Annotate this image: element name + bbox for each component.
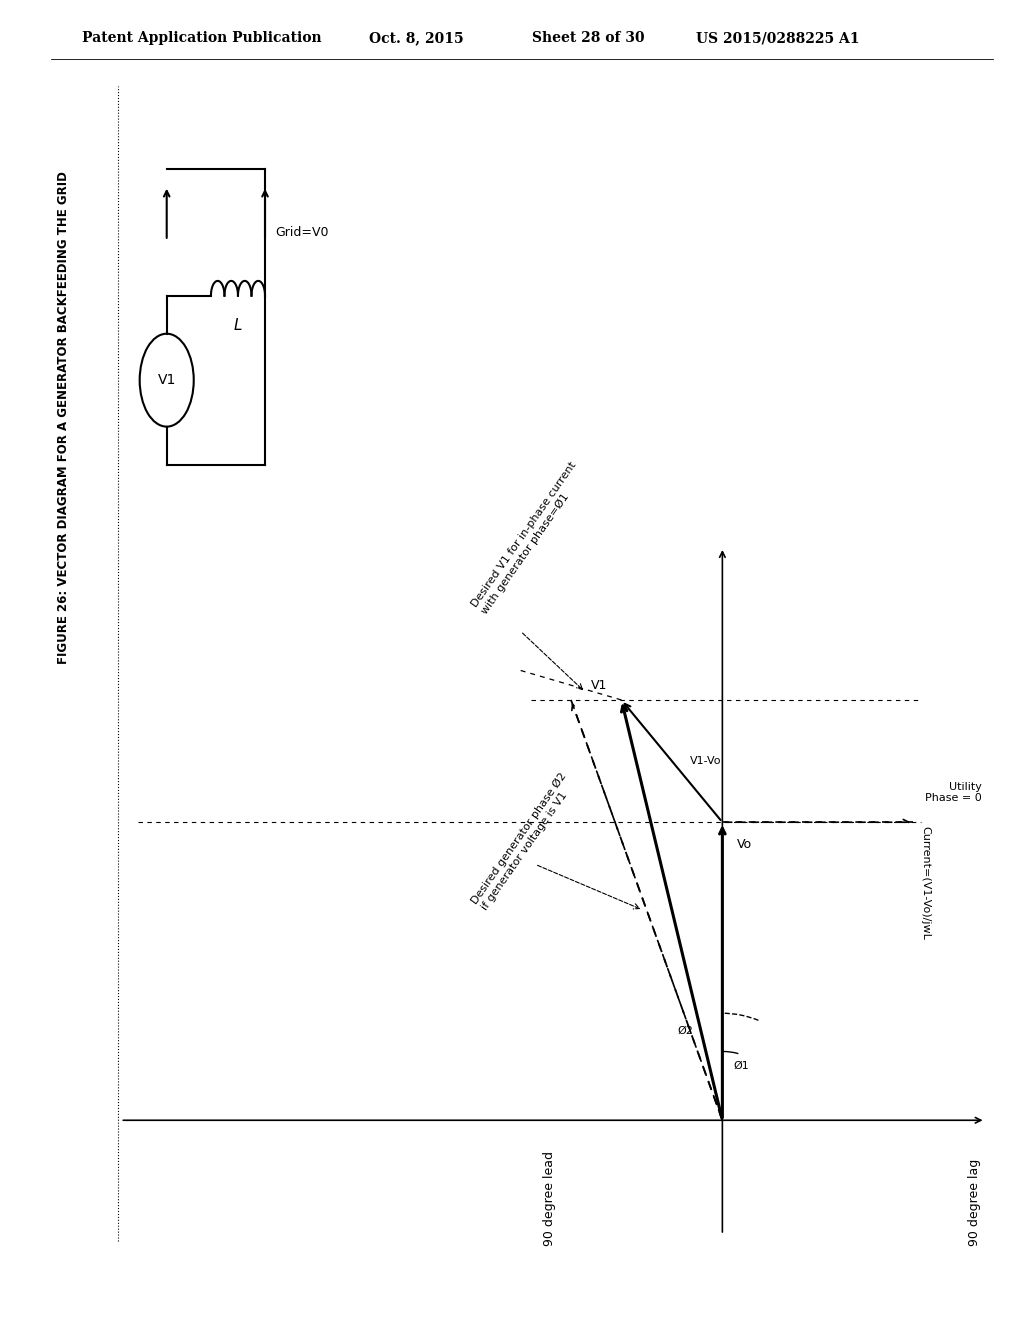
Text: FIGURE 26: VECTOR DIAGRAM FOR A GENERATOR BACKFEEDING THE GRID: FIGURE 26: VECTOR DIAGRAM FOR A GENERATO…: [57, 172, 70, 664]
Text: Sheet 28 of 30: Sheet 28 of 30: [532, 32, 645, 45]
Text: Ø1: Ø1: [733, 1060, 749, 1071]
Text: 90 degree lag: 90 degree lag: [968, 1159, 981, 1246]
Text: V1: V1: [591, 680, 607, 692]
Text: L: L: [233, 318, 243, 333]
Text: V1: V1: [158, 374, 176, 387]
Text: Desired generator phase Ø2
if generator voltage is V1: Desired generator phase Ø2 if generator …: [470, 771, 579, 912]
Text: V1-Vo: V1-Vo: [690, 756, 722, 766]
Text: Desired V1 for in-phase current
with generator phase=Ø1: Desired V1 for in-phase current with gen…: [470, 461, 588, 616]
Text: Patent Application Publication: Patent Application Publication: [82, 32, 322, 45]
Text: 90 degree lead: 90 degree lead: [543, 1151, 556, 1246]
Text: Vo: Vo: [737, 837, 752, 850]
Text: Ø2: Ø2: [678, 1026, 693, 1036]
Text: Current=(V1-Vo)/jwL: Current=(V1-Vo)/jwL: [921, 826, 931, 940]
Text: Utility
Phase = 0: Utility Phase = 0: [925, 781, 982, 803]
Text: Oct. 8, 2015: Oct. 8, 2015: [369, 32, 463, 45]
Text: Grid=V0: Grid=V0: [274, 226, 329, 239]
Text: US 2015/0288225 A1: US 2015/0288225 A1: [696, 32, 860, 45]
